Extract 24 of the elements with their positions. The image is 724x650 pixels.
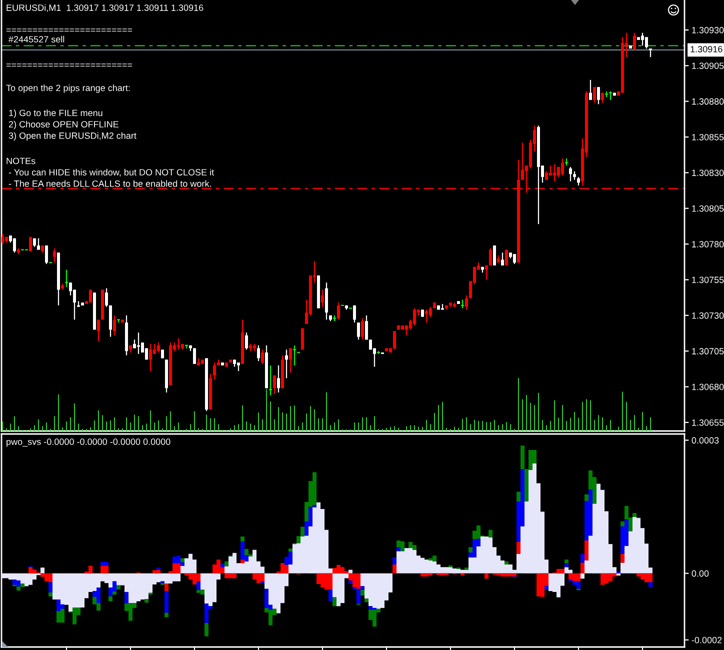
y-tick-label: 1.30905 xyxy=(692,62,724,70)
annotation: NOTEs - You can HIDE this window, but DO NOT CLOSE it - The EA needs DLL CALLS to be enabled to work. xyxy=(6,158,214,187)
y-tick-label: 1.30930 xyxy=(692,26,724,34)
y-tick-label: 0.0003 xyxy=(692,437,719,444)
y-tick-label: 1.30655 xyxy=(692,419,724,426)
y-tick-label: 0.00 xyxy=(692,570,709,577)
chart-title: EURUSDi,M1 1.30917 1.30917 1.30911 1.30916 xyxy=(6,4,204,12)
annotation: ======================== xyxy=(6,64,132,67)
y-tick-label: 1.30805 xyxy=(692,205,724,212)
annotation: 1) Go to the FILE menu 2) Choose OPEN OFFLINE 3) Open the EURUSDi,M2 chart xyxy=(8,110,136,141)
chart-title: pwo_svs -0.0000 -0.0000 -0.0000 0.0000 xyxy=(6,438,170,447)
y-tick-label: 1.30705 xyxy=(692,348,724,354)
y-tick-label: -0.0002 xyxy=(692,636,722,644)
y-tick-label: 1.30780 xyxy=(692,241,724,248)
y-tick-label: 1.30855 xyxy=(692,134,724,140)
y-tick-label: 1.30730 xyxy=(692,312,724,319)
ref-line-label: #2445527 sell xyxy=(8,36,64,42)
annotation: To open the 2 pips range chart: xyxy=(6,84,130,93)
ref-line-label: 1.30916 xyxy=(690,46,722,52)
y-tick-label: 1.30880 xyxy=(692,98,724,105)
y-tick-label: 1.30755 xyxy=(692,276,724,284)
y-tick-label: 1.30680 xyxy=(692,384,724,390)
annotation: ======================== xyxy=(6,28,132,32)
y-tick-label: 1.30830 xyxy=(692,170,724,176)
